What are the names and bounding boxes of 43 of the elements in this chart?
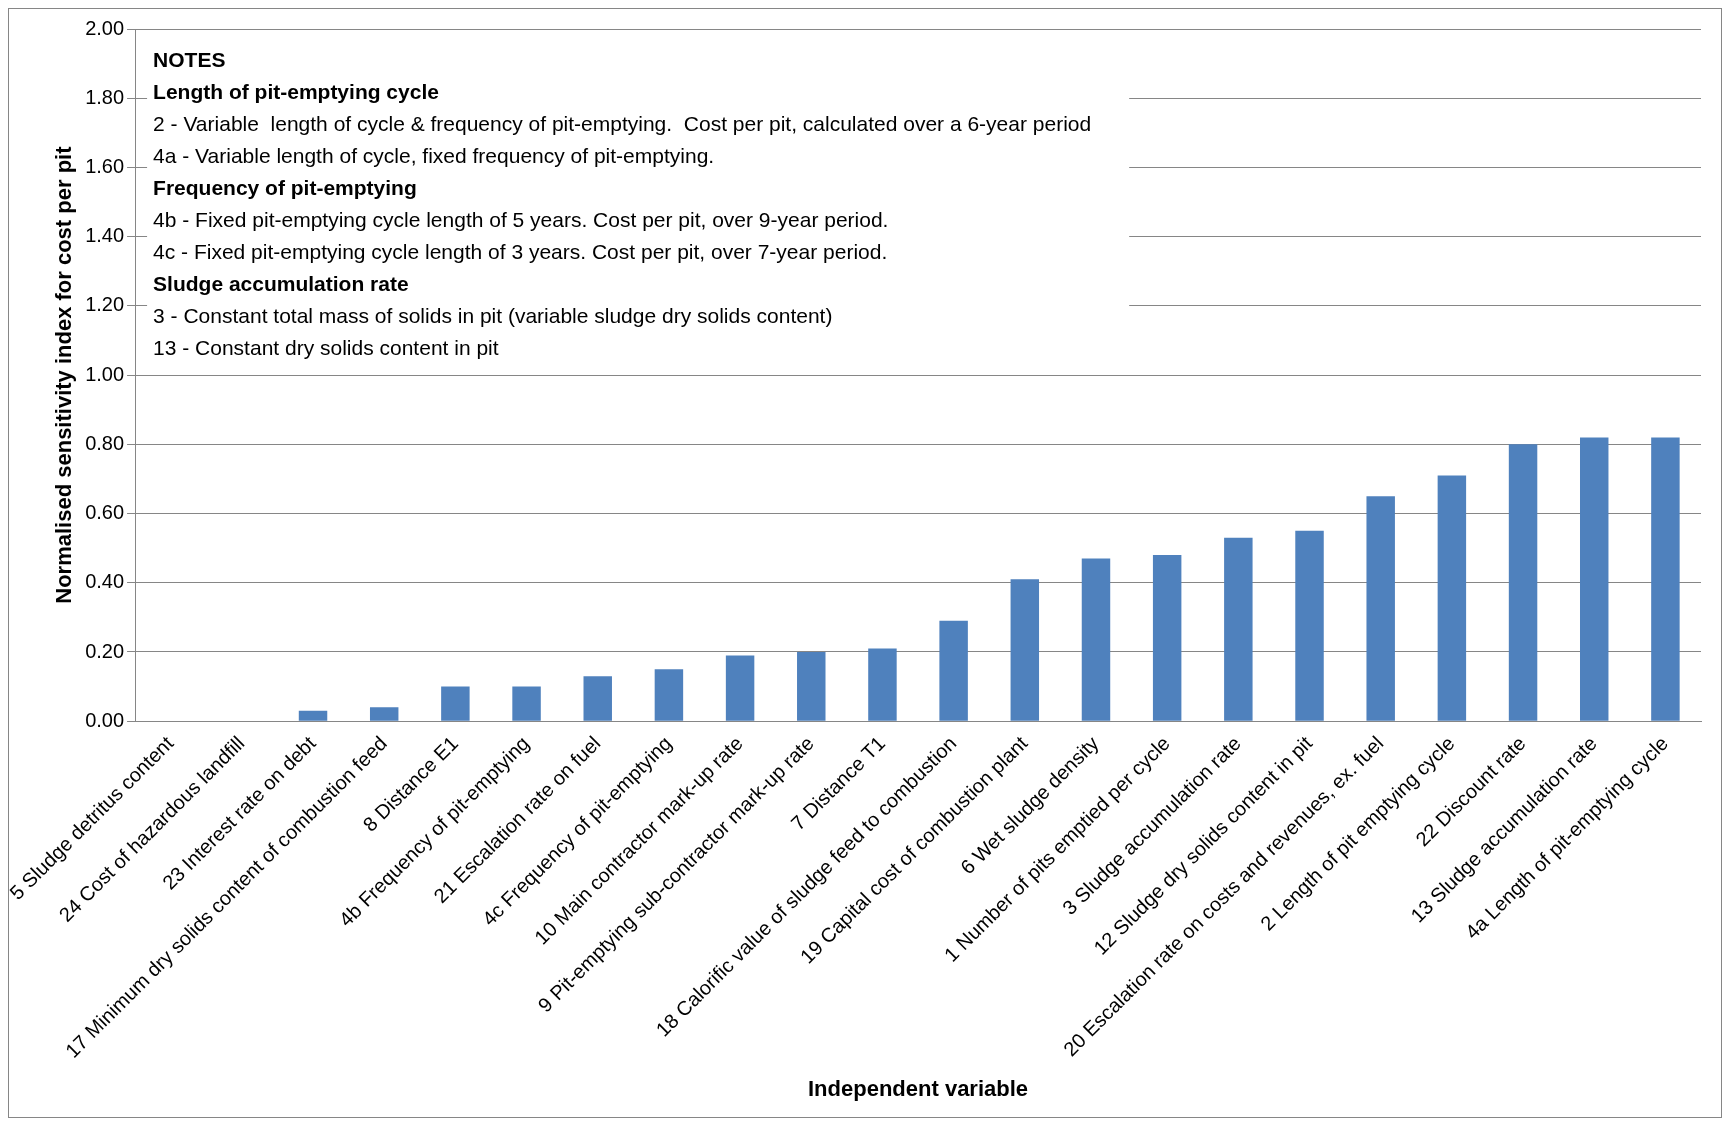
bar bbox=[868, 648, 897, 721]
bar bbox=[654, 669, 684, 721]
bar bbox=[1651, 437, 1680, 721]
y-tick-label: 2.00 bbox=[85, 16, 125, 39]
annotation: NOTES bbox=[153, 47, 226, 71]
bar bbox=[441, 686, 470, 721]
bar bbox=[939, 620, 968, 721]
y-tick-label: 0.20 bbox=[85, 639, 125, 662]
y-tick-label: 0.80 bbox=[85, 431, 125, 454]
y-tick-label: 1.40 bbox=[85, 224, 125, 247]
bar bbox=[1152, 555, 1182, 721]
bar bbox=[797, 651, 826, 721]
x-axis-title: Independent variable bbox=[808, 1075, 1029, 1101]
bar bbox=[298, 710, 328, 721]
bar bbox=[1295, 530, 1324, 721]
y-tick-label: 1.20 bbox=[85, 293, 125, 316]
annotation: 4c - Fixed pit-emptying cycle length of 3 years. Cost per pit, over 7-year period. bbox=[153, 239, 888, 263]
y-tick-label: 1.00 bbox=[85, 362, 125, 385]
bar bbox=[1366, 496, 1395, 721]
annotation: 4b - Fixed pit-emptying cycle length of 5 years. Cost per pit, over 9-year period. bbox=[153, 207, 889, 231]
bar bbox=[1580, 437, 1609, 721]
annotation: Sludge accumulation rate bbox=[153, 271, 409, 295]
y-tick-label: 1.80 bbox=[85, 85, 125, 108]
bar bbox=[1081, 558, 1111, 721]
y-tick-label: 1.60 bbox=[85, 154, 125, 177]
bar bbox=[369, 707, 399, 721]
y-tick-label: 0.00 bbox=[85, 708, 125, 731]
y-tick-label: 0.60 bbox=[85, 501, 125, 524]
y-tick-label: 0.40 bbox=[85, 570, 125, 593]
annotation: 2 - Variable length of cycle & frequency of pit-emptying. Cost per pit, calculated over a 6-year period bbox=[153, 111, 1092, 135]
annotation: 4a - Variable length of cycle, fixed frequency of pit-emptying. bbox=[153, 143, 715, 167]
annotation: 13 - Constant dry solids content in pit bbox=[153, 335, 499, 359]
annotation: Frequency of pit-emptying bbox=[153, 175, 417, 199]
annotation: Length of pit-emptying cycle bbox=[153, 79, 439, 103]
bar bbox=[1508, 444, 1538, 721]
bar bbox=[583, 676, 612, 721]
bar bbox=[1010, 579, 1040, 721]
bar bbox=[512, 686, 541, 721]
annotation: 3 - Constant total mass of solids in pit (variable sludge dry solids content) bbox=[153, 303, 833, 327]
bar bbox=[1437, 475, 1467, 721]
y-axis-title: Normalised sensitivity index for cost per pit bbox=[51, 145, 77, 604]
bar bbox=[725, 655, 755, 721]
bar bbox=[1224, 537, 1253, 721]
